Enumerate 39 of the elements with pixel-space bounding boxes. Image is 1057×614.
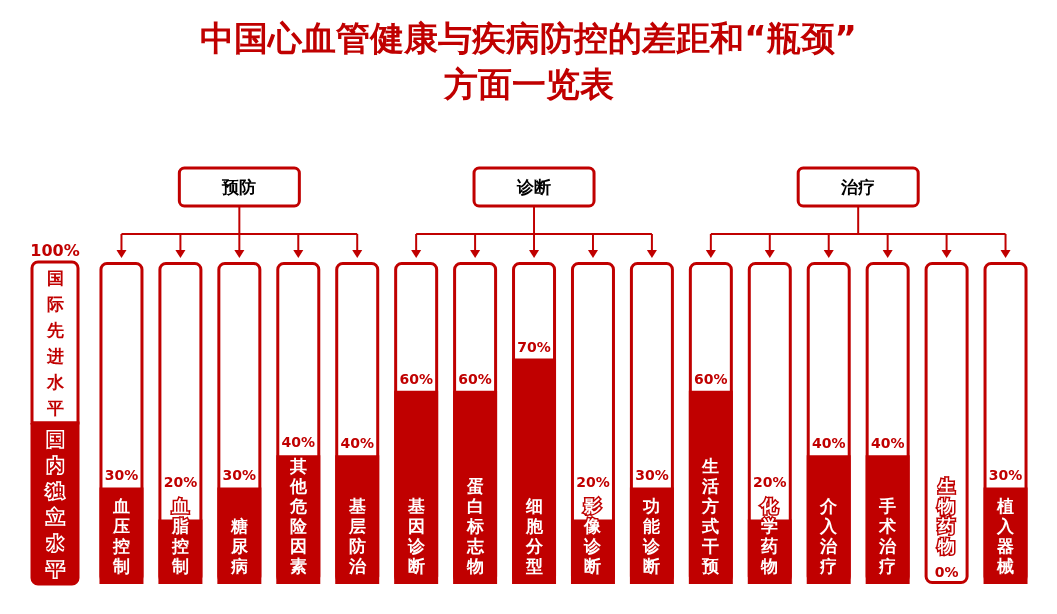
x-tick-label: 影像诊断: [583, 496, 603, 576]
data-label: 20%: [753, 474, 787, 490]
x-tick-label: 生活方式干预: [701, 456, 721, 576]
x-tick-label: 生物药物: [937, 476, 956, 556]
data-label: 70%: [517, 338, 551, 355]
x-tick-label: 功能诊断: [642, 496, 662, 576]
x-tick-label: 化学药物: [760, 496, 780, 576]
data-label: 40%: [811, 435, 846, 452]
data-label: 60%: [694, 370, 728, 387]
chart-title: 中国心血管健康与疾病防控的差距和“瓶颈”方面一览表: [200, 18, 857, 104]
text: 预防: [221, 177, 257, 197]
x-tick-label: 糖尿病: [229, 516, 249, 576]
x-tick-label: 手术治疗: [878, 496, 898, 576]
text: 诊断: [516, 177, 552, 197]
text: 治疗: [840, 177, 876, 197]
x-tick-label: 基层防治: [347, 496, 367, 576]
data-label: 40%: [340, 435, 374, 452]
x-tick-label: 介入治疗: [819, 496, 839, 576]
x-tick-label: 植入器械: [996, 496, 1016, 576]
text: 国际先进水平: [45, 267, 65, 418]
data-label: 0%: [934, 564, 959, 580]
data-label: 20%: [576, 474, 610, 490]
data-label: 60%: [399, 370, 433, 387]
data-label: 30%: [988, 467, 1023, 484]
x-tick-label: 其他危险因素: [288, 456, 308, 576]
x-tick-label: 基因诊断: [406, 496, 426, 576]
data-label: 40%: [281, 434, 316, 450]
data-label: 30%: [635, 467, 669, 484]
data-label: 60%: [458, 370, 492, 387]
x-tick-label: 血压控制: [111, 496, 130, 576]
text: 100%: [30, 240, 80, 260]
x-tick-label: 蛋白标志物: [465, 476, 485, 576]
data-label: 40%: [870, 435, 905, 452]
data-label: 30%: [104, 467, 139, 484]
data-label: 20%: [163, 474, 198, 490]
data-label: 30%: [222, 467, 257, 484]
text: 国内独立水平: [45, 428, 65, 579]
x-tick-label: 血脂控制: [170, 496, 189, 576]
x-tick-label: 细胞分型: [524, 496, 544, 576]
